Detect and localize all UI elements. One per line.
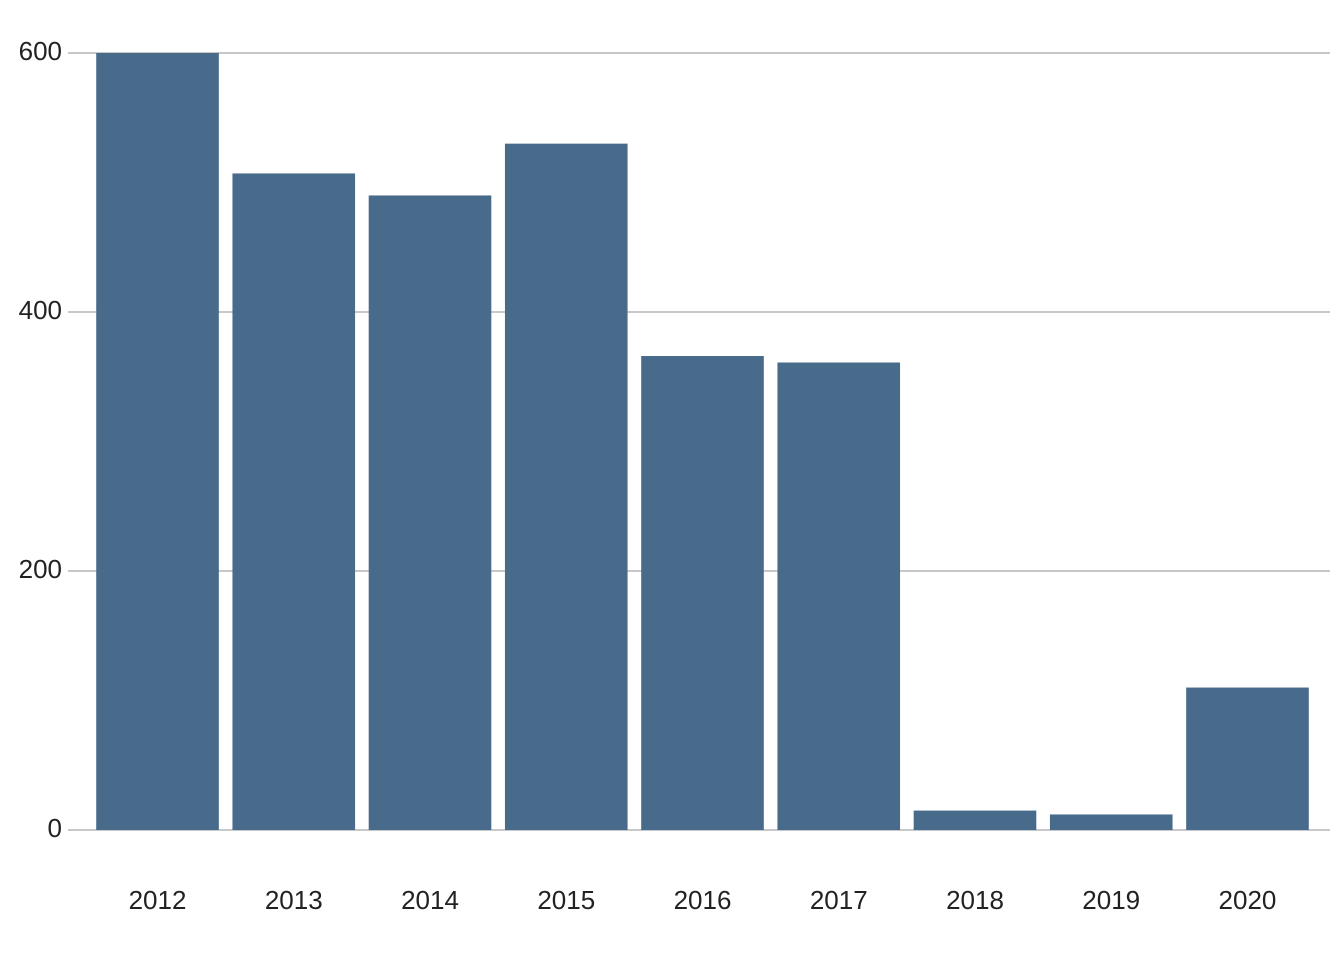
x-tick-label: 2014 <box>401 885 459 915</box>
x-tick-label: 2019 <box>1082 885 1140 915</box>
y-tick-label: 200 <box>19 554 62 584</box>
y-tick-label: 600 <box>19 36 62 66</box>
bar <box>96 53 219 830</box>
x-tick-label: 2017 <box>810 885 868 915</box>
bar <box>368 195 492 830</box>
bar <box>1049 814 1173 830</box>
x-tick-label: 2018 <box>946 885 1004 915</box>
bar <box>913 810 1037 830</box>
x-tick-label: 2020 <box>1219 885 1277 915</box>
bar <box>232 173 356 830</box>
bar <box>777 362 901 830</box>
x-tick-label: 2016 <box>674 885 732 915</box>
x-tick-label: 2015 <box>537 885 595 915</box>
x-tick-label: 2013 <box>265 885 323 915</box>
bar <box>1186 687 1309 830</box>
bar <box>504 143 628 830</box>
x-tick-label: 2012 <box>129 885 187 915</box>
bar <box>641 356 764 830</box>
y-tick-label: 0 <box>48 813 62 843</box>
y-tick-label: 400 <box>19 295 62 325</box>
